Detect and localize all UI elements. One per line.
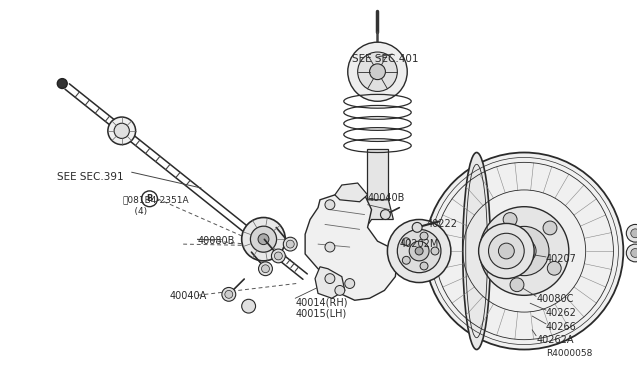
Circle shape bbox=[284, 237, 297, 251]
Circle shape bbox=[420, 262, 428, 270]
Ellipse shape bbox=[463, 153, 490, 350]
Circle shape bbox=[483, 248, 497, 262]
Circle shape bbox=[503, 213, 517, 227]
Circle shape bbox=[397, 230, 441, 273]
Circle shape bbox=[510, 278, 524, 292]
Circle shape bbox=[225, 291, 233, 298]
Circle shape bbox=[258, 234, 269, 245]
Polygon shape bbox=[315, 267, 345, 298]
Circle shape bbox=[222, 288, 236, 301]
Circle shape bbox=[499, 243, 515, 259]
Circle shape bbox=[286, 240, 294, 248]
Text: 40202M: 40202M bbox=[399, 239, 438, 249]
Circle shape bbox=[242, 218, 285, 261]
Circle shape bbox=[512, 239, 536, 263]
Circle shape bbox=[627, 224, 640, 242]
Circle shape bbox=[259, 262, 273, 276]
Circle shape bbox=[403, 238, 410, 246]
Circle shape bbox=[250, 226, 276, 252]
Circle shape bbox=[488, 233, 524, 269]
Circle shape bbox=[271, 249, 285, 263]
Text: Ⓑ081B4-2351A: Ⓑ081B4-2351A bbox=[123, 195, 189, 204]
Circle shape bbox=[58, 78, 67, 89]
Circle shape bbox=[479, 224, 534, 279]
Circle shape bbox=[325, 200, 335, 210]
Text: 40080B: 40080B bbox=[197, 236, 234, 246]
Circle shape bbox=[348, 42, 407, 101]
Circle shape bbox=[369, 64, 385, 80]
Circle shape bbox=[403, 256, 410, 264]
Circle shape bbox=[108, 117, 136, 145]
Circle shape bbox=[431, 247, 439, 255]
Circle shape bbox=[114, 123, 129, 138]
Circle shape bbox=[275, 252, 282, 260]
Text: R4000058: R4000058 bbox=[546, 349, 593, 357]
Circle shape bbox=[242, 299, 255, 313]
Text: 40222: 40222 bbox=[427, 218, 458, 228]
Text: 40262A: 40262A bbox=[536, 335, 573, 345]
Text: 40262: 40262 bbox=[546, 308, 577, 318]
Text: SEE SEC.401: SEE SEC.401 bbox=[352, 54, 418, 64]
Polygon shape bbox=[332, 200, 394, 254]
Circle shape bbox=[631, 248, 640, 257]
Polygon shape bbox=[305, 193, 397, 300]
Circle shape bbox=[387, 219, 451, 283]
Circle shape bbox=[409, 241, 429, 261]
Text: B: B bbox=[147, 194, 153, 203]
Circle shape bbox=[499, 227, 549, 276]
Circle shape bbox=[325, 242, 335, 252]
Circle shape bbox=[345, 279, 355, 288]
Circle shape bbox=[335, 285, 345, 295]
Text: 40080C: 40080C bbox=[536, 294, 573, 304]
Polygon shape bbox=[335, 183, 367, 202]
Text: 40266: 40266 bbox=[546, 322, 577, 332]
Circle shape bbox=[420, 232, 428, 240]
Text: (4): (4) bbox=[123, 207, 147, 216]
Text: 40040A: 40040A bbox=[170, 291, 207, 301]
Circle shape bbox=[325, 274, 335, 283]
Circle shape bbox=[412, 222, 422, 232]
Text: 40040B: 40040B bbox=[367, 193, 405, 203]
Circle shape bbox=[358, 52, 397, 92]
Text: 40014(RH)
40015(LH): 40014(RH) 40015(LH) bbox=[295, 297, 348, 319]
Circle shape bbox=[543, 221, 557, 235]
Circle shape bbox=[141, 191, 157, 207]
Circle shape bbox=[627, 244, 640, 262]
Text: 40207: 40207 bbox=[546, 254, 577, 264]
Text: SEE SEC.391: SEE SEC.391 bbox=[58, 172, 124, 182]
Circle shape bbox=[262, 265, 269, 273]
Circle shape bbox=[425, 153, 623, 350]
Circle shape bbox=[547, 262, 561, 275]
Polygon shape bbox=[367, 148, 388, 200]
Circle shape bbox=[380, 210, 390, 219]
Circle shape bbox=[415, 247, 423, 255]
Circle shape bbox=[631, 229, 640, 238]
Circle shape bbox=[479, 207, 569, 295]
